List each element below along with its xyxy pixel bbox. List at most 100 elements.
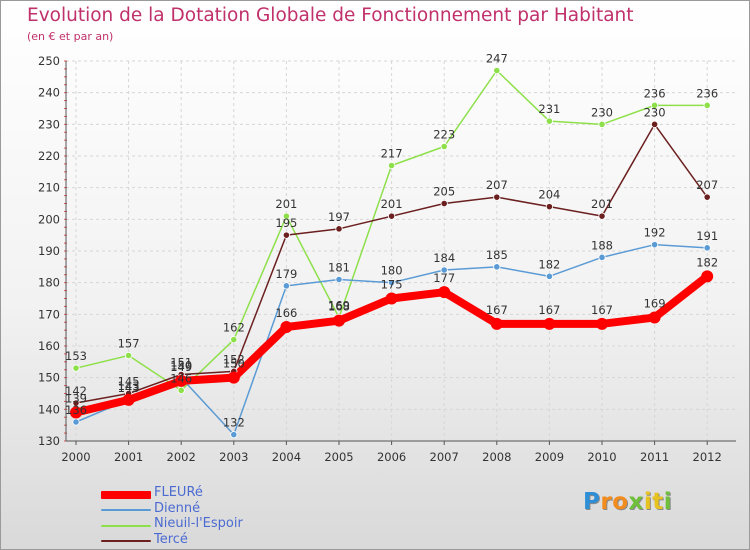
data-point bbox=[598, 120, 606, 128]
data-point bbox=[282, 231, 290, 239]
data-point bbox=[177, 386, 185, 394]
data-point bbox=[701, 270, 714, 283]
data-point bbox=[598, 253, 606, 261]
data-point bbox=[598, 212, 606, 220]
y-tick-label: 210 bbox=[38, 181, 60, 195]
data-label: 143 bbox=[118, 379, 140, 393]
data-point bbox=[545, 272, 554, 280]
data-label: 230 bbox=[591, 105, 613, 119]
data-point bbox=[703, 101, 711, 109]
y-tick-label: 170 bbox=[38, 307, 60, 321]
data-label: 192 bbox=[644, 226, 666, 240]
logo-letter: r bbox=[600, 489, 613, 515]
data-point bbox=[282, 212, 290, 220]
data-point bbox=[493, 263, 501, 271]
data-label: 231 bbox=[538, 102, 560, 116]
data-label: 201 bbox=[381, 197, 403, 211]
data-point bbox=[227, 371, 240, 384]
x-tick-label: 2000 bbox=[61, 450, 90, 464]
y-tick-label: 140 bbox=[38, 402, 60, 416]
data-point bbox=[650, 120, 659, 128]
data-label: 180 bbox=[381, 264, 403, 278]
data-point bbox=[703, 244, 711, 252]
data-label: 136 bbox=[65, 403, 87, 417]
data-point bbox=[490, 317, 503, 330]
data-label: 153 bbox=[65, 349, 87, 363]
x-tick-label: 2010 bbox=[587, 450, 616, 464]
data-label: 177 bbox=[433, 271, 455, 285]
data-point bbox=[282, 282, 290, 290]
logo-letter: i bbox=[663, 489, 673, 515]
x-tick-label: 2007 bbox=[430, 450, 459, 464]
data-point bbox=[493, 193, 501, 201]
y-tick-label: 250 bbox=[38, 54, 60, 68]
legend-label: Tercé bbox=[154, 531, 188, 547]
data-point bbox=[125, 351, 133, 360]
data-point bbox=[335, 225, 343, 233]
legend-label: FLEURé bbox=[154, 485, 203, 500]
data-point bbox=[387, 279, 396, 287]
data-label: 197 bbox=[328, 210, 350, 224]
data-label: 152 bbox=[223, 352, 245, 366]
data-label: 167 bbox=[486, 303, 508, 317]
data-label: 247 bbox=[486, 52, 508, 66]
data-label: 236 bbox=[696, 86, 718, 100]
legend-label: Nieuil-l'Espoir bbox=[154, 516, 243, 531]
data-point bbox=[122, 393, 135, 406]
data-label: 157 bbox=[118, 337, 140, 351]
data-label: 146 bbox=[170, 371, 192, 385]
data-point bbox=[703, 193, 711, 201]
data-label: 142 bbox=[65, 384, 87, 398]
data-point bbox=[72, 399, 80, 407]
data-label: 182 bbox=[538, 257, 560, 271]
data-point bbox=[230, 336, 238, 344]
y-tick-label: 160 bbox=[38, 339, 60, 353]
logo-letter: i bbox=[643, 489, 653, 515]
data-label: 184 bbox=[433, 251, 455, 265]
data-point bbox=[440, 266, 448, 274]
data-point bbox=[175, 374, 188, 387]
data-point bbox=[543, 317, 556, 330]
chart-subtitle: (en € et par an) bbox=[27, 30, 114, 43]
axes: 130 140 150 160 170 180 190 200 210 220 230 240 250 2… bbox=[38, 54, 736, 464]
data-label: 150 bbox=[170, 359, 192, 373]
data-point bbox=[648, 311, 661, 324]
y-tick-label: 200 bbox=[38, 212, 60, 226]
data-label: 185 bbox=[486, 248, 508, 262]
y-tick-label: 220 bbox=[38, 149, 60, 163]
x-tick-label: 2008 bbox=[482, 450, 511, 464]
data-point bbox=[387, 161, 396, 170]
logo-letter: o bbox=[612, 489, 629, 515]
data-label: 162 bbox=[223, 321, 245, 335]
data-label: 207 bbox=[486, 178, 508, 192]
data-point bbox=[545, 117, 554, 125]
data-label: 145 bbox=[118, 375, 140, 389]
y-tick-label: 150 bbox=[38, 371, 60, 385]
data-label: 217 bbox=[381, 147, 403, 161]
data-point bbox=[650, 241, 659, 249]
data-point bbox=[440, 199, 448, 208]
data-label: 207 bbox=[696, 178, 718, 192]
data-point bbox=[280, 321, 293, 333]
data-label: 168 bbox=[328, 300, 350, 314]
x-tick-label: 2001 bbox=[114, 450, 143, 464]
y-tick-label: 130 bbox=[38, 434, 60, 448]
data-labels: 153 157 146 162 201 169 217 223 247 231 230 236 236 1… bbox=[65, 52, 718, 430]
legend-swatch bbox=[101, 524, 151, 527]
x-tick-label: 2004 bbox=[272, 450, 301, 464]
data-label: 175 bbox=[381, 278, 403, 292]
y-tick-label: 230 bbox=[38, 117, 60, 131]
chart-title: Evolution de la Dotation Globale de Fonc… bbox=[27, 5, 634, 26]
data-label: 169 bbox=[328, 299, 350, 313]
data-point bbox=[72, 418, 80, 426]
x-tick-label: 2012 bbox=[693, 450, 722, 464]
data-point bbox=[493, 66, 501, 75]
data-point bbox=[545, 203, 554, 211]
y-tick-label: 240 bbox=[38, 86, 60, 100]
x-tick-label: 2002 bbox=[167, 450, 196, 464]
data-label: 149 bbox=[170, 360, 192, 374]
data-label: 132 bbox=[223, 416, 245, 430]
data-label: 167 bbox=[538, 303, 560, 317]
data-label: 182 bbox=[696, 255, 718, 269]
